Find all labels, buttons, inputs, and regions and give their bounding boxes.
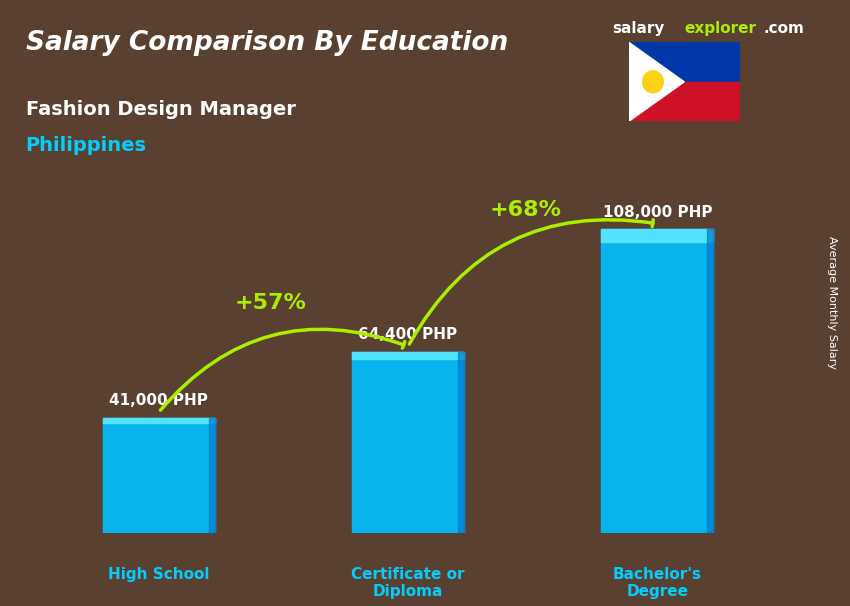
Text: High School: High School (108, 567, 209, 582)
Polygon shape (629, 42, 684, 121)
Text: +68%: +68% (490, 200, 561, 220)
Text: +57%: +57% (235, 293, 307, 313)
Bar (707, 230, 713, 533)
Bar (629, 82, 740, 121)
Text: Salary Comparison By Education: Salary Comparison By Education (26, 30, 507, 56)
Text: Bachelor's
Degree: Bachelor's Degree (613, 567, 702, 599)
Bar (601, 230, 713, 533)
Text: explorer: explorer (684, 21, 756, 36)
Bar (458, 352, 464, 533)
Text: Average Monthly Salary: Average Monthly Salary (827, 236, 837, 370)
Text: Fashion Design Manager: Fashion Design Manager (26, 100, 296, 119)
Text: Philippines: Philippines (26, 136, 146, 155)
Text: .com: .com (763, 21, 804, 36)
Text: Certificate or
Diploma: Certificate or Diploma (351, 567, 465, 599)
Text: salary: salary (612, 21, 665, 36)
Text: 41,000 PHP: 41,000 PHP (110, 393, 208, 408)
Text: 108,000 PHP: 108,000 PHP (603, 205, 712, 219)
Bar (103, 418, 215, 422)
Bar (352, 352, 464, 359)
Bar (103, 418, 215, 533)
Circle shape (643, 71, 663, 93)
Bar (601, 230, 713, 242)
Text: 64,400 PHP: 64,400 PHP (359, 327, 457, 342)
Bar (208, 418, 215, 533)
Bar (629, 42, 740, 82)
Bar (352, 352, 464, 533)
